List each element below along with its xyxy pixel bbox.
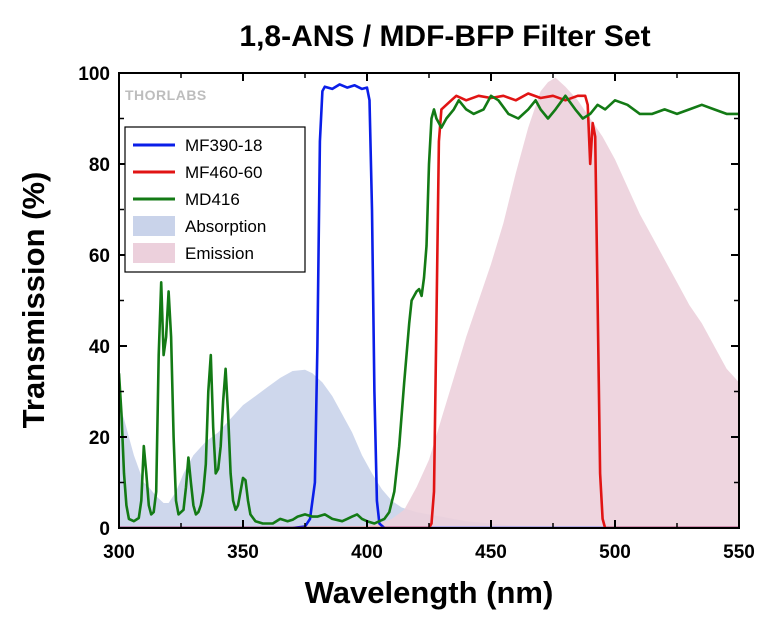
md416-line [119,94,739,525]
legend-label-md416: MD416 [185,190,240,209]
legend-label-mf390-18: MF390-18 [185,136,262,155]
y-axis-label: Transmission (%) [16,172,51,429]
legend-swatch-absorption [133,216,175,236]
y-tick-label: 100 [78,64,110,85]
mf390-18-line [119,83,739,528]
x-axis-label: Wavelength (nm) [305,575,554,610]
emission-area [354,77,739,528]
x-tick-label: 550 [723,542,755,563]
y-tick-label: 20 [89,428,110,449]
x-tick-label: 500 [599,542,631,563]
y-tick-label: 80 [89,155,110,176]
x-tick-label: 450 [475,542,507,563]
mf460-60-line [119,92,739,528]
legend-swatch-emission [133,243,175,263]
y-tick-label: 0 [99,519,110,540]
absorption-area [119,369,739,528]
legend: MF390-18 MF460-60 MD416 Absorption Emission [124,126,306,273]
x-tick-label: 300 [103,542,135,563]
y-tick-label: 40 [89,337,110,358]
legend-label-absorption: Absorption [185,217,266,236]
x-tick-label: 350 [227,542,259,563]
y-tick-label: 60 [89,246,110,267]
chart-title: 1,8-ANS / MDF-BFP Filter Set [239,20,650,53]
legend-label-emission: Emission [185,244,254,263]
x-tick-label: 400 [351,542,383,563]
thorlabs-watermark: THORLABS [125,87,207,103]
legend-label-mf460-60: MF460-60 [185,163,262,182]
